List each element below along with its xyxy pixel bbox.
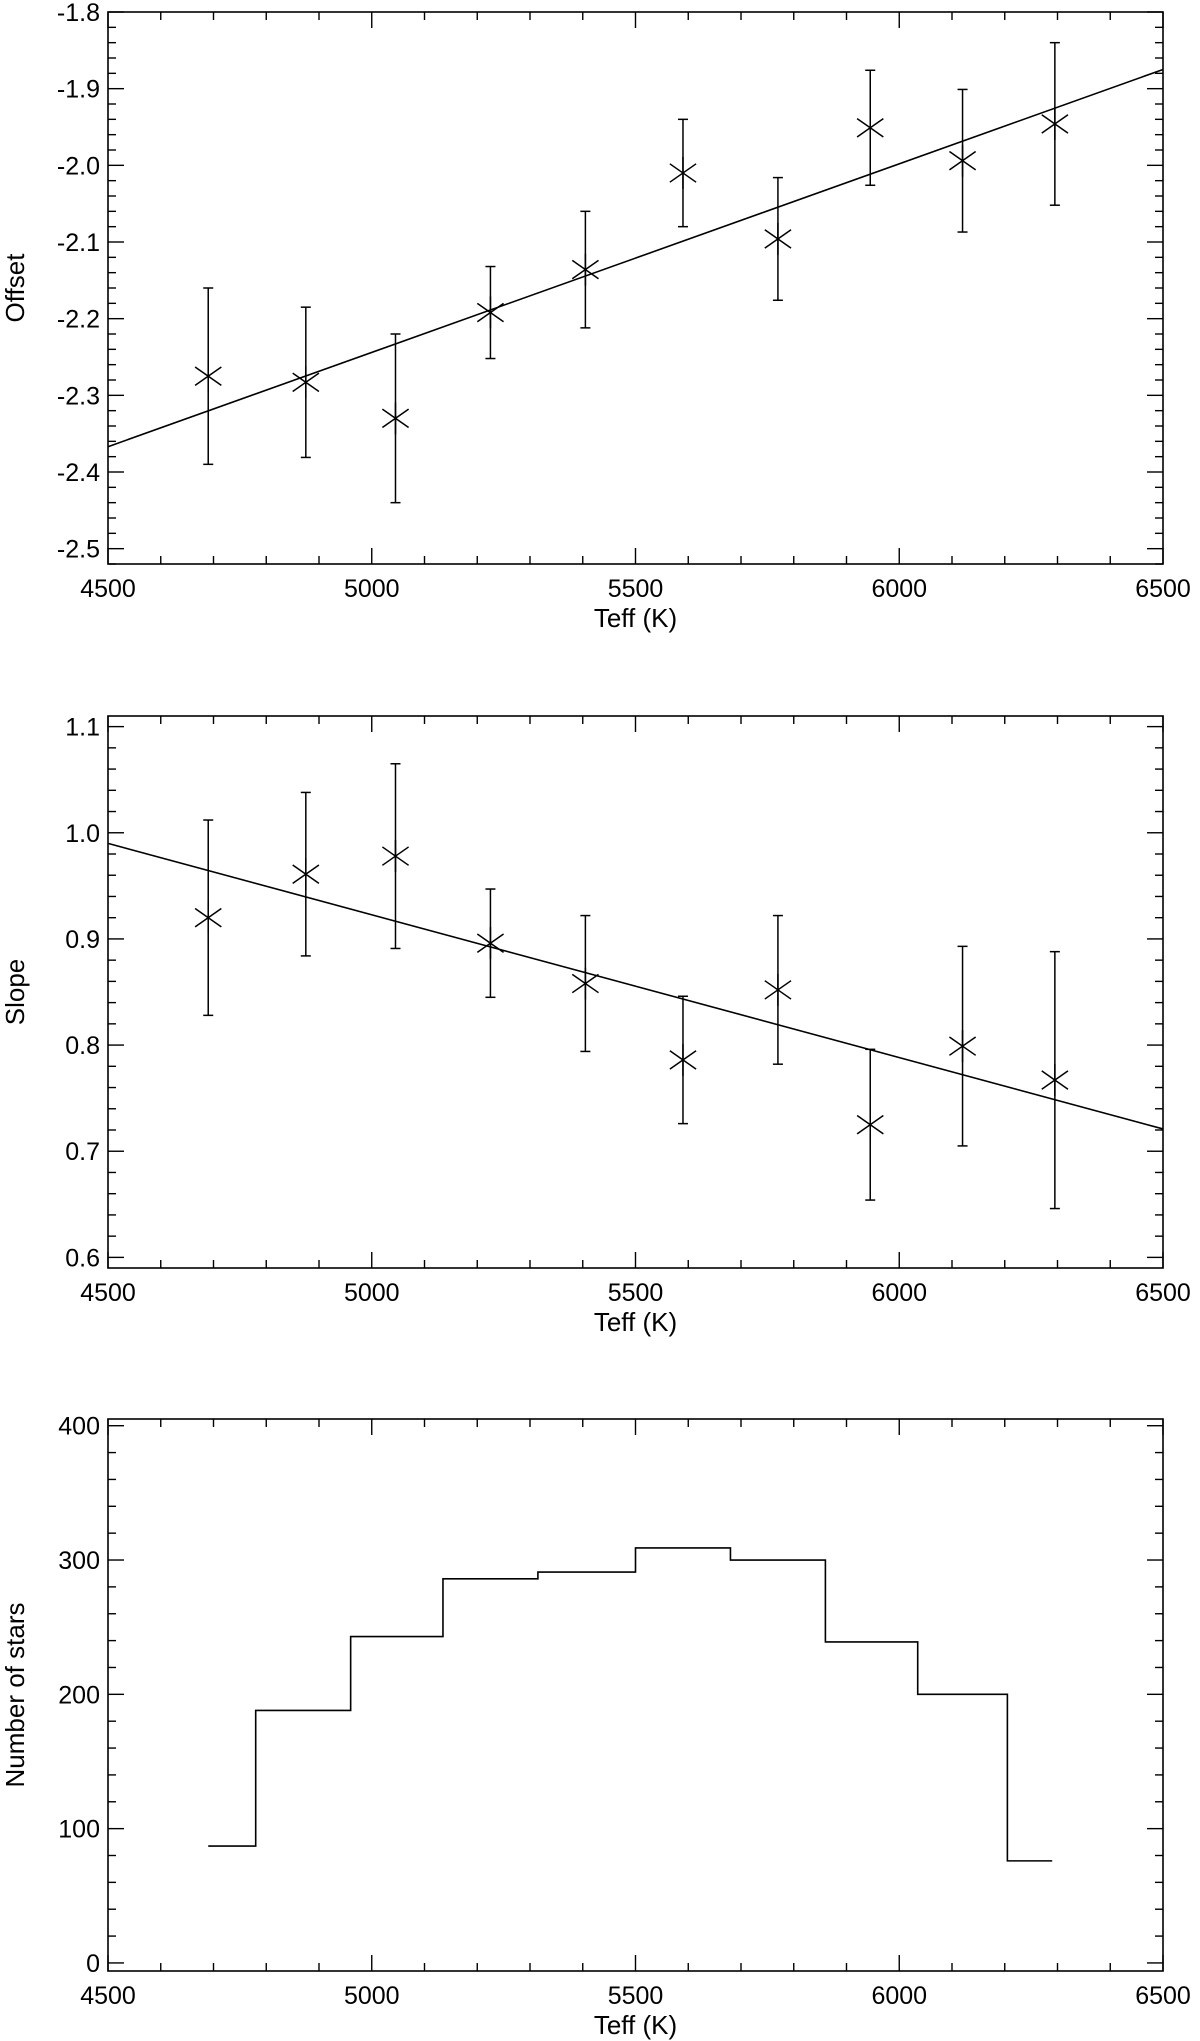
slope-x-tick-label: 5500 (608, 1279, 664, 1307)
slope-data-point (948, 1030, 977, 1063)
slope-data-point (194, 901, 222, 934)
slope-data-point (669, 1043, 697, 1076)
offset-data-point (292, 366, 320, 399)
offset-marker-stroke (194, 366, 222, 386)
histogram-y-tick-label: 200 (58, 1681, 100, 1709)
slope-y-tick-label: 0.9 (65, 926, 100, 954)
offset-y-tick-label: -2.2 (57, 306, 100, 334)
offset-y-tick-label: -2.1 (57, 229, 100, 257)
slope-marker-stroke (476, 933, 504, 953)
offset-marker-stroke (669, 163, 697, 183)
slope-marker-stroke (856, 1114, 884, 1135)
offset-panel: Teff (K) Offset 4500 5000 5500 6000 6500 -1.8… (0, 0, 1191, 633)
offset-marker-stroke (1041, 114, 1069, 134)
offset-marker-stroke (476, 302, 504, 323)
slope-data-point (476, 927, 504, 960)
offset-fit-line (107, 68, 1164, 448)
slope-y-tick-label: 1.0 (65, 820, 100, 848)
offset-data-point (194, 360, 222, 393)
offset-marker-stroke (948, 150, 977, 171)
offset-data-point (571, 253, 599, 286)
slope-marker-stroke (764, 980, 792, 1000)
histogram-x-axis-title: Teff (K) (594, 2010, 677, 2040)
slope-data-point (381, 840, 410, 873)
offset-x-tick-label: 5000 (344, 575, 400, 603)
offset-y-axis-title: Offset (0, 253, 30, 323)
offset-marker-stroke (381, 408, 410, 429)
offset-y-tick-label: -1.9 (57, 76, 100, 104)
slope-x-tick-label: 4500 (80, 1279, 136, 1307)
offset-plot-frame (107, 11, 1164, 565)
slope-marker-stroke (194, 907, 222, 928)
slope-marker-stroke (1041, 1070, 1069, 1090)
histogram-x-tick-label: 6500 (1135, 1982, 1191, 2010)
offset-y-tick-label: -1.8 (57, 0, 100, 27)
offset-x-tick-label: 6000 (871, 575, 927, 603)
slope-y-tick-label: 0.8 (65, 1032, 100, 1060)
slope-y-tick-label: 0.7 (65, 1138, 100, 1166)
slope-data-point (292, 858, 320, 891)
offset-data-point (764, 222, 792, 255)
slope-x-axis-title: Teff (K) (594, 1307, 677, 1337)
histogram-x-tick-label: 5000 (344, 1982, 400, 2010)
offset-y-tick-label: -2.0 (57, 152, 100, 180)
slope-marker-stroke (571, 973, 599, 994)
slope-data-point (571, 967, 599, 1000)
slope-marker-stroke (381, 846, 410, 866)
offset-x-axis-title: Teff (K) (594, 603, 677, 633)
histogram-y-tick-label: 0 (86, 1950, 100, 1978)
slope-data-point (856, 1108, 884, 1141)
offset-data-point (1041, 107, 1069, 140)
histogram-x-tick-label: 4500 (80, 1982, 136, 2010)
slope-data-point (764, 973, 792, 1006)
slope-y-tick-label: 1.1 (65, 714, 100, 742)
offset-x-tick-label: 4500 (80, 575, 136, 603)
offset-marker-stroke (571, 259, 599, 280)
histogram-x-tick-label: 5500 (608, 1982, 664, 2010)
slope-marker-stroke (948, 1036, 977, 1056)
offset-marker-stroke (764, 229, 792, 249)
offset-marker-stroke (856, 117, 884, 138)
slope-plot-frame (107, 715, 1164, 1269)
histogram-step-line (208, 1547, 1053, 1862)
offset-data-point (948, 144, 977, 177)
slope-marker-stroke (669, 1050, 697, 1070)
offset-x-tick-label: 5500 (608, 575, 664, 603)
histogram-x-tick-label: 6000 (871, 1982, 927, 2010)
slope-y-axis-title: Slope (0, 959, 30, 1026)
offset-data-point (856, 111, 884, 144)
offset-y-tick-label: -2.3 (57, 382, 100, 410)
slope-panel: Teff (K) Slope 4500 5000 5500 6000 6500 0.6 0.… (0, 714, 1191, 1337)
offset-data-point (381, 402, 410, 435)
slope-fit-line (107, 842, 1164, 1130)
slope-x-tick-label: 5000 (344, 1279, 400, 1307)
histogram-y-tick-label: 100 (58, 1816, 100, 1844)
offset-y-tick-label: -2.5 (57, 536, 100, 564)
histogram-y-tick-label: 400 (58, 1413, 100, 1441)
offset-x-tick-label: 6500 (1135, 575, 1191, 603)
offset-data-point (476, 296, 504, 329)
histogram-y-axis-title: Number of stars (0, 1603, 30, 1788)
offset-data-point (669, 157, 697, 189)
slope-data-point (1041, 1064, 1069, 1097)
offset-marker-stroke (292, 372, 320, 393)
histogram-panel: Teff (K) Number of stars 4500 5000 5500 600… (0, 1413, 1191, 2040)
offset-y-tick-label: -2.4 (57, 459, 100, 487)
slope-y-tick-label: 0.6 (65, 1244, 100, 1272)
slope-marker-stroke (292, 864, 320, 884)
slope-x-tick-label: 6000 (871, 1279, 927, 1307)
histogram-y-tick-label: 300 (58, 1547, 100, 1575)
slope-x-tick-label: 6500 (1135, 1279, 1191, 1307)
